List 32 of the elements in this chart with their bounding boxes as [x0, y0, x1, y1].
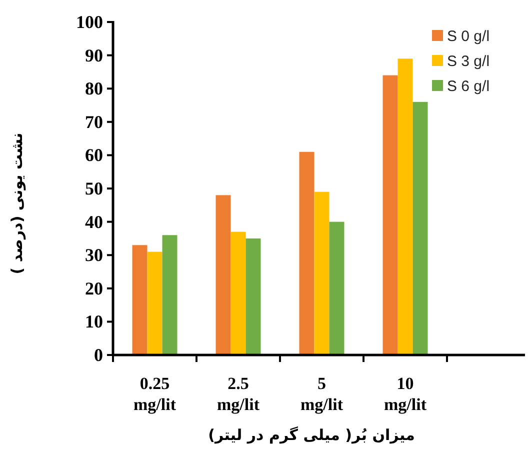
- x-axis-title: میزان بُر( میلی گرم در لیتر): [208, 426, 415, 444]
- bar: [382, 75, 398, 355]
- y-tick-label: 30: [85, 245, 103, 266]
- bar: [246, 238, 261, 355]
- x-tick-label: 5 mg/lit: [300, 374, 344, 414]
- bar: [216, 195, 231, 355]
- y-axis-title: نشت یونی (درصد ): [8, 132, 26, 274]
- legend-label: S 0 g/l: [447, 28, 490, 45]
- y-tick-label: 40: [85, 212, 103, 232]
- bar: [162, 235, 178, 355]
- y-tick-label: 100: [76, 12, 103, 32]
- bar: [230, 232, 246, 355]
- y-tick-label: 80: [85, 78, 103, 99]
- y-tick-label: 10: [85, 312, 103, 332]
- bar: [398, 58, 413, 355]
- legend-label: S 6 g/l: [447, 78, 490, 95]
- y-tick-label: 70: [85, 112, 103, 132]
- y-tick-label: 50: [85, 178, 103, 198]
- bar: [147, 252, 162, 355]
- legend-label: S 3 g/l: [447, 53, 490, 70]
- bar: [412, 102, 428, 355]
- y-tick-label: 0: [94, 345, 103, 365]
- x-tick-label: 10 mg/lit: [384, 374, 427, 414]
- y-tick-label: 90: [85, 45, 103, 66]
- bar: [329, 222, 344, 355]
- y-tick-label: 20: [85, 278, 103, 298]
- x-tick-label: 0.25 mg/lit: [134, 374, 176, 414]
- bar: [299, 152, 314, 355]
- x-tick-label: 2.5 mg/lit: [217, 374, 260, 414]
- bar: [132, 245, 148, 355]
- y-tick-label: 60: [85, 145, 103, 166]
- bar: [314, 192, 330, 355]
